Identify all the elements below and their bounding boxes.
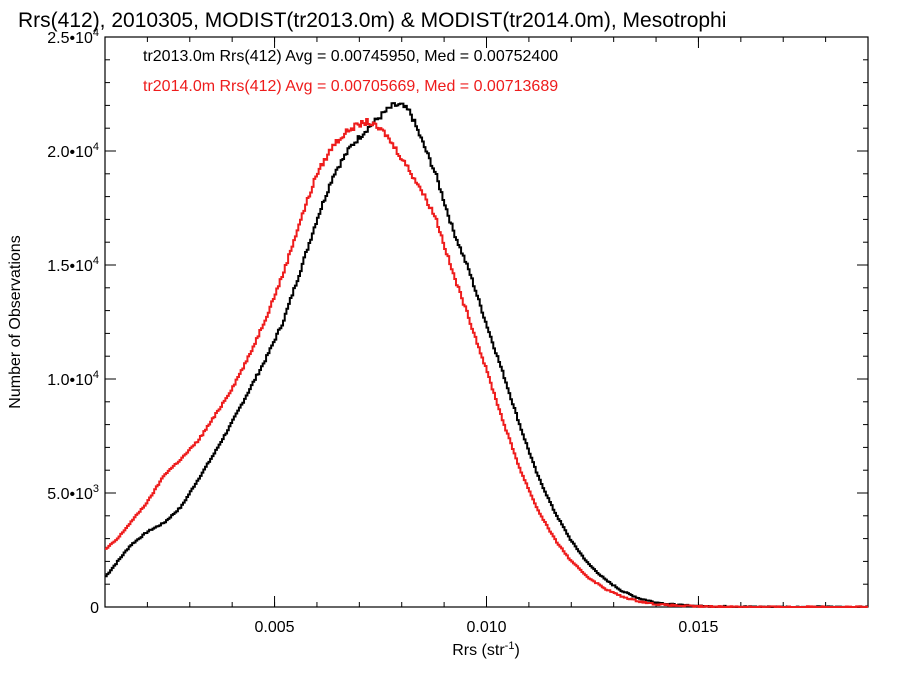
series-layer [105,102,868,608]
legend-series-1: tr2013.0m Rrs(412) Avg = 0.00745950, Med… [143,48,558,65]
x-tick-label: 0.010 [466,619,506,636]
series-line-1 [105,102,868,608]
x-axis-title: Rrs (str-1) [452,640,520,659]
axis-ticks: 0.005 0.010 0.015 0 5.0•103 1.0•104 1.5•104 2.0… [47,27,869,636]
y-tick-label: 1.0•104 [47,369,99,389]
x-tick-label: 0.005 [255,619,295,636]
y-tick-label: 0 [90,600,99,617]
x-tick-label: 0.015 [678,619,718,636]
y-tick-label: 2.5•104 [47,27,99,47]
y-tick-label: 1.5•104 [47,255,99,275]
chart-title: Rrs(412), 2010305, MODIST(tr2013.0m) & M… [18,9,726,32]
legend-series-2: tr2014.0m Rrs(412) Avg = 0.00705669, Med… [143,78,558,95]
y-tick-label: 2.0•104 [47,141,99,161]
y-axis-title: Number of Observations [7,235,24,408]
y-tick-label: 5.0•103 [47,483,99,503]
series-line-2 [105,117,868,608]
